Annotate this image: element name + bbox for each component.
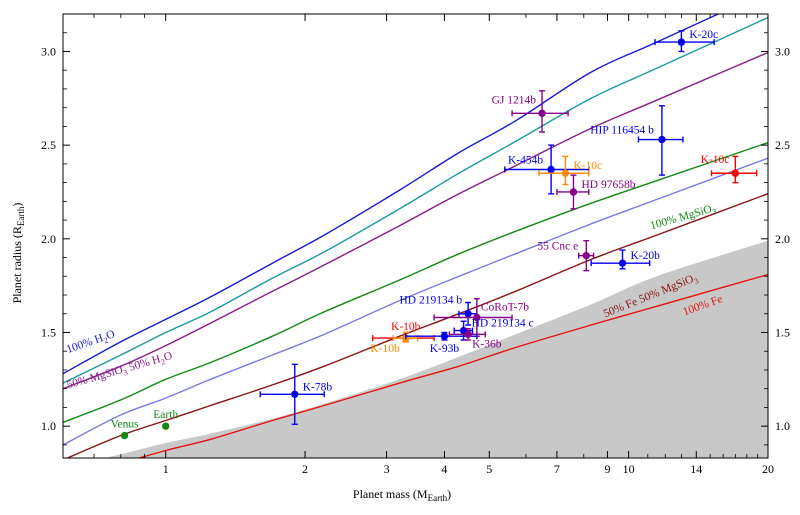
curve-teal bbox=[63, 16, 768, 384]
curve-label: 100% MgSiO3 bbox=[649, 202, 718, 234]
curve-light-blue bbox=[63, 157, 768, 446]
annotation-labels: K-20c GJ 1214b HIP 116454 b K-454b K-10c HD 9… bbox=[65, 29, 729, 430]
excluded-region bbox=[63, 240, 768, 458]
planet-point-corot-7b bbox=[433, 298, 513, 337]
y-tick-label: 2.5 bbox=[41, 138, 56, 152]
planet-label: HIP 116454 b bbox=[590, 125, 654, 137]
curve-50-mgsio3-50-h2o bbox=[63, 51, 768, 390]
x-tick-label: 10 bbox=[623, 462, 635, 476]
composition-curves bbox=[63, 14, 768, 458]
planet-point-gj-1214b bbox=[511, 90, 569, 133]
planet-point-k-20b bbox=[590, 249, 651, 270]
curve-100-fe bbox=[136, 273, 768, 458]
curve-100-h2o bbox=[63, 14, 720, 375]
planet-point-hd-219134-b bbox=[458, 301, 478, 326]
y-tick-label-right: 3.0 bbox=[775, 44, 790, 58]
x-tick-label: 3 bbox=[384, 462, 390, 476]
plot-frame bbox=[62, 13, 769, 459]
x-tick-label: 9 bbox=[604, 462, 610, 476]
planet-point-k-10c bbox=[710, 155, 758, 184]
planet-label: CoRoT-7b bbox=[481, 301, 529, 313]
curve-label: 100% H2O bbox=[65, 328, 117, 358]
planet-label: K-10c bbox=[701, 154, 730, 166]
planet-label: K-78b bbox=[303, 381, 333, 393]
planet-label: K-10c bbox=[573, 160, 602, 172]
planet-point-k-78b bbox=[259, 363, 325, 425]
x-tick-label: 14 bbox=[690, 462, 702, 476]
y-tick-label: 1.0 bbox=[41, 419, 56, 433]
planet-label: 55 Cnc e bbox=[537, 241, 578, 253]
y-tick-label-right: 1.0 bbox=[775, 419, 790, 433]
curve-100-mgsio3 bbox=[63, 141, 768, 424]
x-axis-title: Planet mass (MEarth) bbox=[353, 487, 451, 503]
axis-ticks: 1 2 3 4 5 7 9 10 14 20 1.0 1.0 1.5 1.5 2.0 2.0 2.5 2.5 3.0… bbox=[41, 14, 790, 476]
excluded-region-layer bbox=[63, 240, 768, 458]
planet-label: K-454b bbox=[508, 154, 543, 166]
planet-point-k-36b bbox=[448, 328, 486, 341]
planet-label: K-20b bbox=[631, 250, 661, 262]
planet-point-earth bbox=[162, 422, 170, 430]
y-tick-label: 2.0 bbox=[41, 232, 56, 246]
planet-point-venus bbox=[120, 431, 129, 440]
planet-label: K-93b bbox=[430, 343, 460, 355]
planet-label: Venus bbox=[111, 419, 140, 431]
planet-label: K-36b bbox=[472, 338, 502, 350]
x-tick-label: 4 bbox=[441, 462, 447, 476]
y-tick-label: 1.5 bbox=[41, 325, 56, 339]
x-tick-label: 5 bbox=[486, 462, 492, 476]
planet-label: Earth bbox=[153, 409, 178, 421]
planet-label: HD 97658b bbox=[581, 179, 635, 191]
planet-label: GJ 1214b bbox=[492, 94, 537, 106]
planet-point-k-454b bbox=[504, 144, 590, 195]
y-axis-title: Planet radius (REarth) bbox=[10, 203, 26, 304]
planet-point-k-20c bbox=[654, 30, 715, 53]
planet-label: K-10b bbox=[391, 321, 421, 333]
x-tick-label: 20 bbox=[762, 462, 774, 476]
y-tick-label: 3.0 bbox=[41, 44, 56, 58]
planet-label: HD 219134 b bbox=[399, 295, 462, 307]
x-tick-label: 1 bbox=[163, 462, 169, 476]
y-tick-label-right: 2.0 bbox=[775, 232, 790, 246]
planet-label: HD 219134 c bbox=[472, 318, 534, 330]
curve-50-fe-50-mgsio3 bbox=[65, 193, 768, 458]
x-tick-label: 2 bbox=[302, 462, 308, 476]
planet-point-k-10c bbox=[538, 155, 590, 186]
planet-point-55-cnc-e bbox=[577, 239, 595, 272]
planet-label: K-20c bbox=[689, 29, 718, 41]
planet-label: K-10b bbox=[370, 343, 400, 355]
y-tick-label-right: 1.5 bbox=[775, 325, 790, 339]
planet-point-hip-116454-b bbox=[637, 105, 684, 176]
y-tick-label-right: 2.5 bbox=[775, 138, 790, 152]
planet-points bbox=[120, 30, 758, 440]
curve-label: 50% MgSiO3 50% H2O bbox=[65, 350, 174, 394]
x-tick-label: 7 bbox=[554, 462, 560, 476]
planet-point-hd-97658b bbox=[556, 174, 590, 210]
